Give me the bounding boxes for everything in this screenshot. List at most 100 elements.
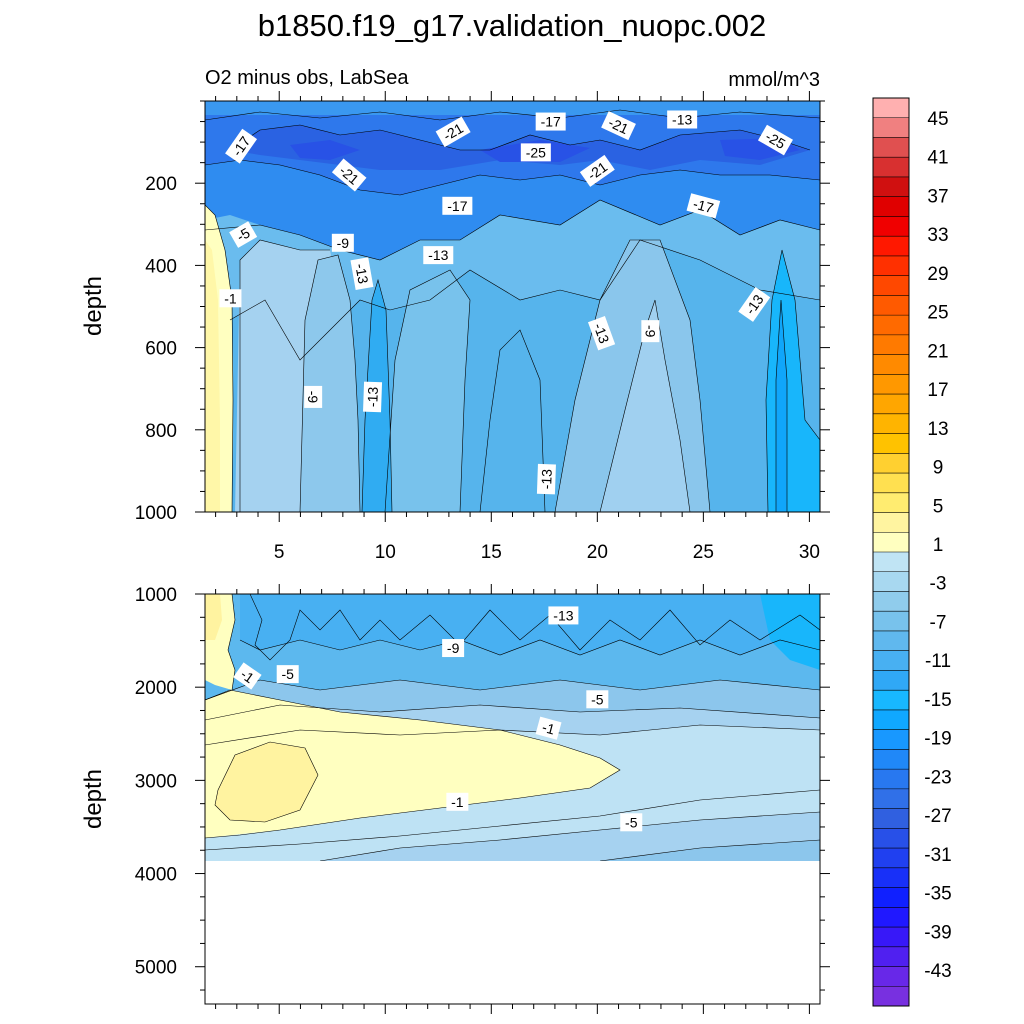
contour-label: -17 — [442, 196, 473, 215]
contour-label-text: -13 — [352, 262, 371, 285]
upper-contour-labels: -17-21 -17 -21 -13-25-25-21 -21-17 -17-5 -9-13… — [219, 110, 793, 495]
contour-label-text: -5 — [625, 814, 638, 830]
colorbar-label: -3 — [930, 574, 947, 595]
colorbar-swatch — [873, 334, 909, 356]
colorbar-label: 9 — [933, 458, 944, 479]
colorbar-label: -31 — [924, 845, 951, 866]
colorbar-swatch — [873, 98, 909, 119]
colorbar-swatch — [873, 374, 909, 395]
contour-label-text: -9 — [337, 235, 350, 251]
colorbar-labels: 45 41 37 33 29 25 21 17 13 9 5 1 -3 -7 -11 -15 -19 -23 -27… — [924, 109, 951, 982]
colorbar-swatch — [873, 690, 909, 711]
contour-label-text: -5 — [281, 666, 294, 682]
subtitle-left: O2 minus obs, LabSea — [205, 67, 409, 89]
no-data-region — [205, 861, 820, 1004]
contour-label: -13 — [536, 463, 556, 495]
contour-label: -9 — [641, 320, 660, 343]
contour-label-box — [442, 639, 465, 658]
x-tick-label: 5 — [274, 542, 285, 563]
contour-label-box — [601, 111, 636, 141]
colorbar-swatch — [873, 670, 909, 691]
lower-contour-fill — [205, 594, 820, 861]
colorbar-swatch — [873, 571, 909, 592]
chart-title: b1850.f19_g17.validation_nuopc.002 — [258, 8, 767, 43]
colorbar-swatch — [873, 196, 909, 217]
colorbar-label: 25 — [927, 303, 948, 324]
y-tick-label: 5000 — [135, 958, 177, 979]
colorbar-label: 37 — [927, 186, 948, 207]
colorbar-swatch — [873, 532, 909, 553]
x-tick-label: 15 — [481, 542, 502, 563]
contour-label-box — [586, 690, 609, 709]
contour-label-text: -17 — [447, 198, 467, 214]
colorbar-swatch — [873, 709, 909, 731]
contour-label-text: -17 — [692, 195, 716, 216]
contour-label: -25 — [520, 143, 551, 162]
y-tick-label: 200 — [145, 174, 177, 195]
colorbar-swatch — [873, 216, 909, 237]
y-tick-label: 3000 — [135, 771, 177, 792]
colorbar-label: 1 — [933, 535, 944, 556]
colorbar-swatch — [873, 157, 909, 178]
units-label: mmol/m^3 — [728, 69, 820, 91]
contour-label-text: -13 — [672, 111, 692, 127]
contour-label-text: -13 — [553, 607, 573, 623]
colorbar-swatch — [873, 413, 909, 435]
colorbar-swatch — [873, 453, 909, 474]
contour-label-box — [686, 193, 721, 219]
colorbar-swatch — [873, 788, 909, 810]
contour-label: -13 — [350, 257, 374, 290]
colorbar-label: 41 — [927, 148, 948, 169]
colorbar-swatch — [873, 630, 909, 652]
contour-label-box — [536, 463, 556, 495]
contour-label: -5 — [229, 221, 258, 248]
colorbar-frame — [872, 97, 910, 1007]
contour-label: -9 — [331, 233, 354, 252]
contour-label-box — [219, 289, 242, 308]
colorbar-swatch — [873, 275, 909, 296]
colorbar-swatch — [873, 315, 909, 336]
upper-contour-fill — [205, 101, 820, 512]
upper-contour-lines — [205, 109, 820, 512]
colorbar-label: 17 — [927, 380, 948, 401]
contour-label-text: -1 — [451, 794, 464, 810]
x-tick-label: 25 — [693, 542, 714, 563]
contour-label-text: -1 — [224, 290, 237, 306]
colorbar-swatch — [873, 650, 909, 671]
colorbar-swatch — [873, 255, 909, 277]
contour-label: -9 — [442, 639, 465, 658]
contour-label-text: -9 — [642, 325, 658, 338]
colorbar-label: -35 — [924, 884, 951, 905]
colorbar-label: 13 — [927, 419, 948, 440]
lower-contour-labels: -13 -9 -1 -5 -5 -1 -1 -5 — [233, 606, 643, 832]
colorbar-swatch — [873, 966, 909, 987]
colorbar-swatch — [873, 552, 909, 573]
contour-label: -17 — [686, 193, 721, 219]
colorbar-label: 33 — [927, 225, 948, 246]
contour-label: -1 — [446, 792, 469, 811]
contour-label-box — [587, 316, 616, 351]
contour-label: -13 — [667, 110, 698, 129]
colorbar-swatch — [873, 117, 909, 138]
colorbar-swatch — [873, 749, 909, 770]
contour-label-box — [423, 246, 454, 265]
contour-label-box — [331, 233, 354, 252]
colorbar-label: -43 — [924, 961, 951, 982]
contour-label-text: -1 — [540, 719, 556, 738]
colorbar-swatch — [873, 848, 909, 869]
upper-y-axis-title: depth — [80, 276, 107, 336]
y-tick-label: 800 — [145, 421, 177, 442]
contour-label: -9 — [304, 385, 323, 408]
contour-label-box — [520, 143, 551, 162]
colorbar-swatch — [873, 887, 909, 908]
contour-label-box — [535, 716, 562, 740]
contour-label-text: -13 — [364, 386, 381, 407]
contour-label: -13 — [548, 606, 579, 625]
colorbar-label: -15 — [924, 690, 951, 711]
contour-label: -13 — [423, 246, 454, 265]
colorbar-swatch — [873, 986, 909, 1007]
colorbar-swatch — [873, 236, 909, 257]
contour-label-box — [435, 116, 471, 148]
contour-label-box — [363, 381, 383, 413]
colorbar-swatch — [873, 492, 909, 514]
